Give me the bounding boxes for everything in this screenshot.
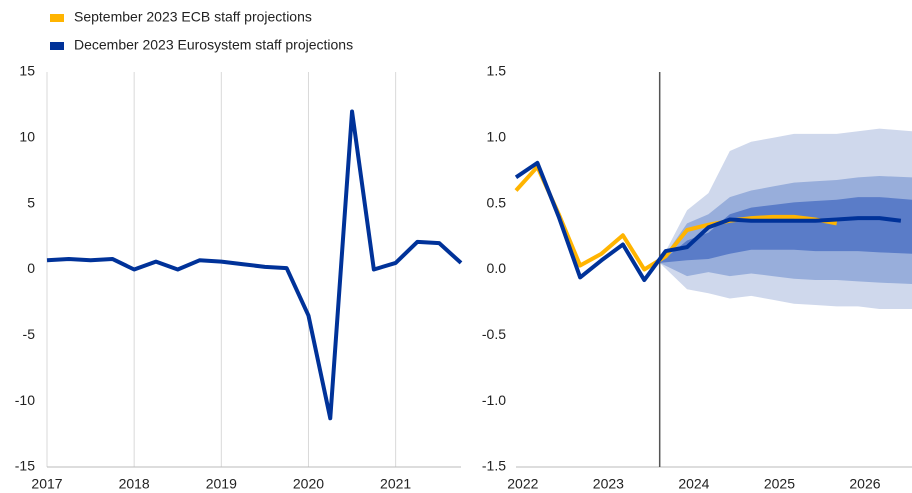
y-tick-label: -15 — [15, 458, 35, 474]
series-line — [514, 164, 838, 272]
x-tick-label: 2023 — [593, 476, 624, 492]
x-tick-label: 2025 — [764, 476, 795, 492]
x-tick-label: 2021 — [380, 476, 411, 492]
series-line — [514, 160, 902, 283]
y-tick-label: 1.5 — [487, 63, 507, 79]
legend-swatch — [50, 14, 64, 22]
x-tick-label: 2019 — [206, 476, 237, 492]
y-tick-label: 15 — [19, 63, 35, 79]
y-tick-label: -10 — [15, 392, 35, 408]
y-tick-label: -5 — [23, 326, 36, 342]
x-tick-label: 2024 — [678, 476, 709, 492]
y-tick-label: 0.0 — [487, 260, 507, 276]
legend-label: December 2023 Eurosystem staff projectio… — [74, 37, 353, 53]
legend-swatch — [50, 42, 64, 50]
x-tick-label: 2018 — [119, 476, 150, 492]
series-line — [46, 109, 463, 421]
x-tick-label: 2020 — [293, 476, 324, 492]
y-tick-label: 1.0 — [487, 129, 507, 145]
y-tick-label: -1.0 — [482, 392, 506, 408]
y-tick-label: 0 — [27, 260, 35, 276]
fan-band — [659, 197, 912, 263]
y-tick-label: 5 — [27, 194, 35, 210]
legend-label: September 2023 ECB staff projections — [74, 9, 312, 25]
y-tick-label: 10 — [19, 129, 35, 145]
x-tick-label: 2026 — [849, 476, 880, 492]
x-tick-label: 2022 — [507, 476, 538, 492]
x-tick-label: 2017 — [31, 476, 62, 492]
y-tick-label: -1.5 — [482, 458, 506, 474]
y-tick-label: 0.5 — [487, 194, 507, 210]
y-tick-label: -0.5 — [482, 326, 506, 342]
